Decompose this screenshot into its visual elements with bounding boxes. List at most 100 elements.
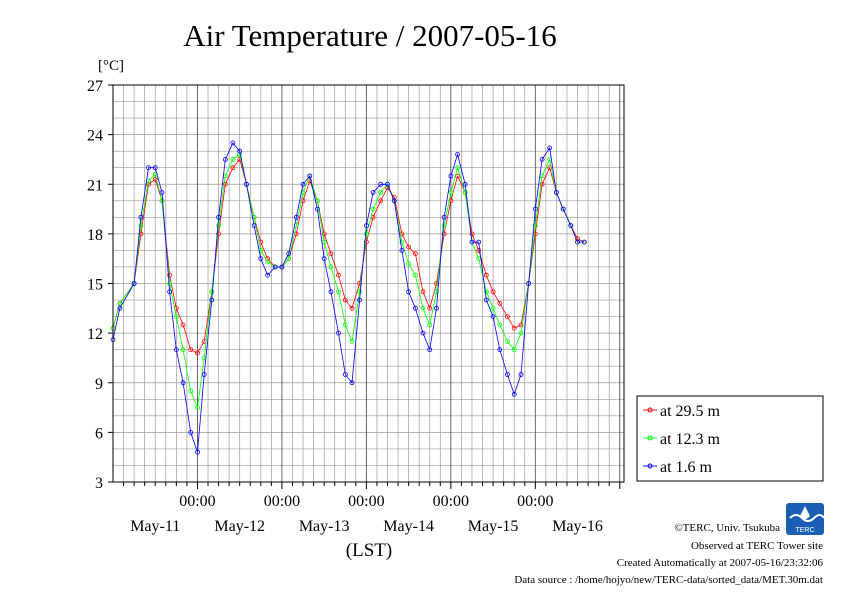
series-line (112, 153, 585, 410)
legend-swatch-marker (647, 463, 653, 469)
data-point (300, 181, 306, 187)
data-point (188, 429, 194, 435)
data-point (152, 165, 158, 171)
data-point (385, 181, 390, 187)
data-point (378, 181, 384, 187)
data-point (490, 289, 496, 295)
data-point (532, 223, 538, 229)
data-point (167, 281, 173, 286)
data-point (476, 247, 482, 253)
y-tick-label: 15 (87, 277, 103, 294)
date-label: May-11 (130, 518, 180, 535)
data-point (511, 391, 517, 397)
y-unit-label: [°C] (98, 58, 124, 74)
data-point (511, 347, 517, 353)
logo-text: TERC (795, 527, 814, 534)
y-tick-label: 3 (95, 475, 103, 492)
data-point (469, 231, 475, 237)
series-2 (110, 140, 587, 455)
data-point (272, 264, 278, 270)
data-point (532, 206, 538, 212)
data-point (286, 251, 292, 257)
y-tick-label: 27 (87, 78, 103, 95)
data-point (363, 239, 369, 245)
data-point (385, 185, 390, 191)
data-point (476, 239, 482, 245)
data-point (342, 322, 348, 328)
data-point (462, 190, 468, 195)
data-point (159, 198, 165, 204)
x-tick-label: 00:00 (264, 493, 300, 510)
data-point (539, 181, 545, 187)
series-0 (110, 156, 587, 356)
data-point (336, 330, 341, 336)
y-tick-label: 21 (87, 177, 103, 194)
data-point (336, 272, 341, 278)
data-point (427, 347, 433, 353)
data-point (504, 372, 510, 377)
data-point (497, 322, 503, 328)
data-point (209, 297, 215, 303)
data-point (131, 281, 137, 286)
data-point (342, 372, 348, 377)
data-point (357, 297, 363, 303)
data-point (180, 322, 186, 328)
data-point (159, 190, 165, 195)
date-label: May-12 (214, 518, 265, 535)
data-point (412, 272, 418, 278)
data-point (448, 190, 454, 195)
legend-label: at 29.5 m (660, 403, 721, 420)
data-point (357, 289, 363, 295)
data-point (244, 181, 249, 187)
series-line (112, 158, 585, 354)
y-tick-label: 6 (95, 425, 103, 442)
x-axis-ticks: 00:00 00:00 00:00 00:00 00:00 May-11 May-12 May… (123, 482, 621, 535)
data-point (146, 165, 151, 171)
chart-title: Air Temperature / 2007-05-16 (183, 18, 556, 53)
logo-drop-icon (800, 506, 810, 519)
y-axis-ticks: 3 6 9 12 15 18 21 24 27 (87, 78, 113, 492)
data-point (554, 190, 559, 195)
data-point (173, 347, 179, 353)
legend-label: at 12.3 m (660, 431, 721, 448)
data-point (399, 239, 405, 245)
data-point (497, 300, 503, 306)
data-point (349, 380, 355, 386)
data-point (441, 214, 447, 220)
data-point (167, 272, 173, 278)
credit-created: Created Automatically at 2007-05-16/23:3… (617, 557, 824, 569)
data-point (117, 305, 123, 311)
data-point (560, 206, 566, 212)
data-point (230, 165, 236, 171)
data-point (391, 195, 397, 200)
data-point (230, 156, 236, 162)
data-point (216, 214, 222, 220)
data-point (222, 156, 228, 162)
data-point (216, 223, 222, 229)
data-point (412, 305, 418, 311)
data-point (180, 380, 186, 386)
data-point (483, 289, 489, 295)
series-layer (110, 140, 587, 455)
data-point (412, 251, 418, 257)
data-point (195, 449, 200, 455)
data-point (251, 223, 257, 229)
y-tick-label: 18 (87, 227, 103, 244)
data-point (265, 272, 271, 278)
data-point (209, 289, 215, 295)
data-point (342, 297, 348, 303)
data-point (314, 206, 320, 212)
grid-lines (113, 85, 624, 482)
data-point (349, 305, 355, 311)
data-point (336, 289, 341, 295)
data-point (406, 261, 412, 267)
data-point (406, 244, 412, 250)
data-point (201, 372, 207, 377)
data-point (448, 173, 454, 179)
credit-source: Data source : /home/hojyo/new/TERC-data/… (514, 574, 823, 586)
date-label: May-14 (383, 518, 434, 535)
data-point (518, 330, 524, 336)
data-point (321, 256, 327, 262)
date-label: May-16 (552, 518, 603, 535)
data-point (581, 239, 587, 245)
